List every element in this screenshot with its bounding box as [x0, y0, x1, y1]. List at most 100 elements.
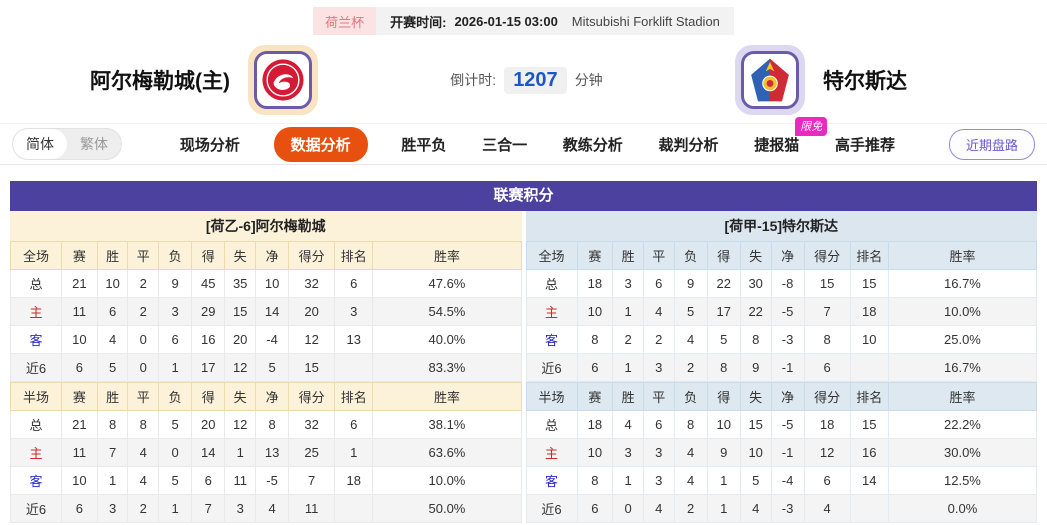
stat-cell: 1	[706, 466, 741, 495]
stat-cell: 9	[673, 269, 708, 298]
home-team: 阿尔梅勒城(主)	[90, 45, 318, 115]
stat-cell: 10	[61, 325, 98, 354]
column-header: 胜	[96, 241, 129, 270]
stat-cell: 1	[158, 353, 193, 382]
column-header: 赛	[61, 241, 98, 270]
stat-cell: 30	[739, 269, 772, 298]
table-row: 总 21 10 2 9 45 35 10 32 6 47.6%	[9, 269, 522, 298]
column-header: 半场	[9, 382, 63, 411]
stat-cell: 16.7%	[887, 269, 1038, 298]
stat-cell: 2	[642, 325, 675, 354]
stat-cell: 6	[642, 269, 675, 298]
column-header: 得	[191, 382, 226, 411]
stat-cell: 6	[96, 297, 129, 326]
stat-cell: 15	[803, 269, 851, 298]
stat-cell: 16	[191, 325, 226, 354]
column-header: 失	[739, 382, 772, 411]
stat-cell: 50.0%	[372, 494, 522, 523]
stat-cell: 21	[61, 269, 98, 298]
stat-cell: 32	[288, 269, 336, 298]
stat-cell: 83.3%	[372, 353, 522, 382]
stat-cell: 17	[706, 297, 741, 326]
stat-cell: 30.0%	[887, 438, 1038, 467]
tab-win-draw-lose[interactable]: 胜平负	[401, 136, 447, 154]
stat-cell: 0	[127, 353, 160, 382]
tab-jiebao-cat[interactable]: 捷报猫 限免	[752, 116, 828, 161]
recent-odds-button[interactable]: 近期盘路	[948, 128, 1035, 160]
stat-cell: 6	[803, 466, 851, 495]
tab-referee-analysis[interactable]: 裁判分析	[658, 136, 719, 154]
stat-cell: 5	[96, 353, 129, 382]
lang-simplified[interactable]: 简体	[13, 129, 67, 159]
away-team-logo	[735, 45, 805, 115]
stat-cell: 11	[224, 466, 256, 495]
column-header: 净	[770, 382, 805, 411]
column-header: 全场	[9, 241, 63, 270]
countdown: 倒计时: 1207 分钟	[318, 66, 735, 94]
stat-cell: 3	[612, 269, 644, 298]
column-header: 排名	[334, 241, 374, 270]
stat-cell: 1	[612, 353, 644, 382]
stat-cell: 5	[254, 353, 290, 382]
stat-cell: 2	[127, 269, 160, 298]
stat-cell: 1	[612, 297, 644, 326]
stat-cell: 18	[334, 466, 374, 495]
column-header: 平	[642, 382, 675, 411]
stat-cell: 20	[224, 325, 256, 354]
lang-traditional[interactable]: 繁体	[80, 136, 108, 152]
stat-cell: -8	[770, 269, 805, 298]
stat-cell: 14	[191, 438, 226, 467]
stat-cell: 47.6%	[372, 269, 522, 298]
stat-cell: 12	[224, 353, 256, 382]
stat-cell: 8	[576, 466, 614, 495]
stat-cell: 6	[191, 466, 226, 495]
stat-cell: 40.0%	[372, 325, 522, 354]
stat-cell: -1	[770, 353, 805, 382]
stat-cell: 63.6%	[372, 438, 522, 467]
row-label: 主	[9, 297, 63, 326]
table-row: 主 10 1 4 5 17 22 -5 7 18 10.0%	[525, 297, 1038, 326]
column-header: 赛	[576, 382, 614, 411]
stat-cell: 5	[739, 466, 772, 495]
stat-cell: 25	[288, 438, 336, 467]
tab-expert-picks[interactable]: 高手推荐	[835, 136, 896, 154]
stat-cell: 3	[642, 466, 675, 495]
stat-cell: -4	[770, 466, 805, 495]
home-full-table: 全场赛胜平负得失净得分 排名 胜率总 21 10 2 9 45 35 10 32 6 47.6% 主 11 6…	[9, 241, 522, 382]
stat-cell: 0.0%	[887, 494, 1038, 523]
tab-three-in-one[interactable]: 三合一	[482, 136, 528, 154]
stat-cell: 15	[849, 410, 889, 439]
stat-cell: 6	[803, 353, 851, 382]
column-header: 负	[673, 382, 708, 411]
telstar-crest-icon	[751, 58, 789, 102]
tab-live-analysis[interactable]: 现场分析	[179, 136, 240, 154]
column-header: 胜率	[372, 241, 522, 270]
stat-cell: 13	[254, 438, 290, 467]
stat-cell: 10	[849, 325, 889, 354]
nav-tabs: 现场分析 数据分析 胜平负 三合一 教练分析 裁判分析 捷报猫 限免 高手推荐	[162, 116, 913, 162]
away-full-table: 全场赛胜平负得失净得分 排名 胜率总 18 3 6 9 22 30 -8 15 15 16.7% 主 10 1…	[525, 241, 1038, 382]
home-fulltime-section: 全场赛胜平负得失净得分 排名 胜率总 21 10 2 9 45 35 10 32 6 47.6% 主 11 6…	[9, 241, 522, 382]
stat-cell: 32	[288, 410, 336, 439]
stat-cell: 15	[224, 297, 256, 326]
column-header: 平	[127, 382, 160, 411]
tab-coach-analysis[interactable]: 教练分析	[562, 136, 623, 154]
stat-cell: 10	[739, 438, 772, 467]
table-row: 总 18 4 6 8 10 15 -5 18 15 22.2%	[525, 410, 1038, 439]
stat-cell: 13	[334, 325, 374, 354]
stat-cell: 25.0%	[887, 325, 1038, 354]
stat-cell: 18	[849, 297, 889, 326]
column-header: 失	[739, 241, 772, 270]
stat-cell: 7	[96, 438, 129, 467]
tab-data-analysis[interactable]: 数据分析	[273, 126, 368, 162]
league-points-board: 联赛积分 [荷乙-6]阿尔梅勒城 全场赛胜平负得失净得分 排名 胜率总 21 10 2 9 4…	[9, 181, 1038, 523]
stat-cell: 12	[288, 325, 336, 354]
column-header: 胜率	[887, 241, 1038, 270]
column-header: 全场	[525, 241, 578, 270]
stat-cell: 4	[642, 297, 675, 326]
stat-cell: 4	[739, 494, 772, 523]
language-toggle[interactable]: 简体 繁体	[12, 128, 122, 160]
table-row: 总 21 8 8 5 20 12 8 32 6 38.1%	[9, 410, 522, 439]
stat-cell: 10	[706, 410, 741, 439]
stat-cell: 35	[224, 269, 256, 298]
